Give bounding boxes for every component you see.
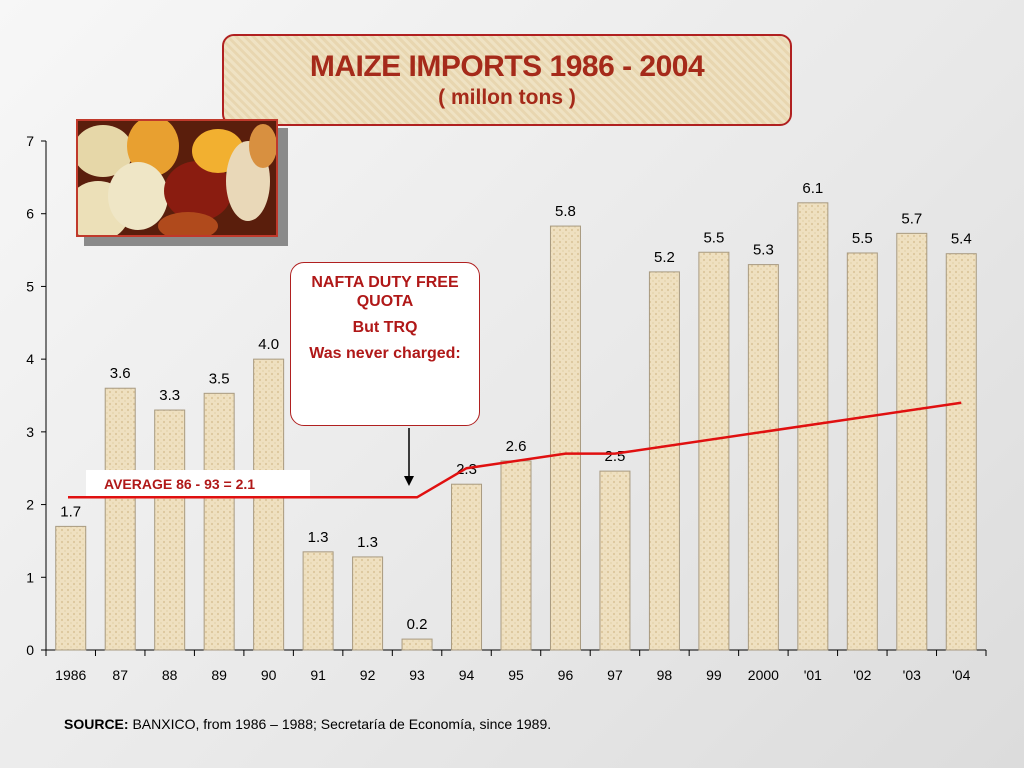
arrow-head [404,476,414,486]
x-tick-label: 99 [706,667,722,683]
x-tick-label: 92 [360,667,376,683]
bar-value-label: 1.7 [60,503,81,520]
x-tick-label: 94 [459,667,475,683]
average-label: AVERAGE 86 - 93 = 2.1 [104,476,255,492]
average-label-group: AVERAGE 86 - 93 = 2.1 [86,470,310,496]
x-tick-label: '02 [853,667,871,683]
y-tick-label: 5 [26,278,34,294]
data-labels: 1.7 3.6 3.3 3.5 4.0 1.3 1.3 0.2 2.3 2.6 5.8 2.5 5.2 5… [60,180,971,633]
x-tick-label: '03 [903,667,921,683]
bars [55,202,977,651]
y-tick-label: 3 [26,424,34,440]
source-note: SOURCE: BANXICO, from 1986 – 1988; Secre… [64,716,551,732]
bar [896,232,928,651]
bar-value-label: 3.3 [159,387,180,404]
bar [698,251,730,651]
bar-value-label: 2.6 [506,438,527,455]
bar-value-label: 4.0 [258,336,279,353]
maize-photo [76,119,278,237]
x-tick-label: 87 [112,667,128,683]
bar-value-label: 5.7 [901,210,922,227]
source-text: BANXICO, from 1986 – 1988; Secretaría de… [132,716,552,732]
y-tick-label: 4 [26,351,34,367]
bar-value-label: 1.3 [357,534,378,551]
x-axis: 1986 87 88 89 90 91 92 93 94 95 96 97 98 99 2000 '01 '02… [45,649,987,683]
bar [648,271,680,651]
x-tick-label: 97 [607,667,623,683]
y-axis: 0 1 2 3 4 5 6 7 [26,133,47,658]
annotation-line-2: But TRQ [352,319,418,336]
bar [549,225,581,651]
bar [55,525,87,651]
bar-value-label: 5.3 [753,242,774,259]
x-tick-label: 91 [310,667,326,683]
annotation-line-3: Was never charged: [309,345,461,362]
x-tick-label: 93 [409,667,425,683]
x-tick-label: 2000 [748,667,779,683]
annotation-arrow [404,428,414,486]
x-tick-label: 95 [508,667,524,683]
bar [203,392,235,651]
x-tick-label: 89 [211,667,227,683]
x-tick-label: '01 [804,667,822,683]
bar-value-label: 5.5 [703,229,724,246]
bar-value-label: 5.2 [654,249,675,266]
x-tick-label: 88 [162,667,178,683]
bar [302,551,334,651]
bar-value-label: 3.6 [110,365,131,382]
y-tick-label: 2 [26,497,34,513]
x-tick-label: 1986 [55,667,86,683]
y-tick-label: 7 [26,133,34,149]
bar-value-label: 6.1 [802,180,823,197]
bar-value-label: 2.3 [456,461,477,478]
bar [846,252,878,651]
bar-value-label: 0.2 [407,616,428,633]
y-tick-label: 0 [26,642,34,658]
nafta-annotation: NAFTA DUTY FREE QUOTA But TRQ Was never … [290,262,480,426]
bar-value-label: 3.5 [209,370,230,387]
source-prefix: SOURCE: [64,716,129,732]
bar [945,253,977,651]
average-trend-line [68,401,962,499]
bar [253,358,285,651]
x-tick-label: 90 [261,667,277,683]
chart-title-box: MAIZE IMPORTS 1986 - 2004 ( millon tons … [222,34,792,126]
chart-subtitle: ( millon tons ) [438,86,576,109]
bar [104,387,136,651]
bar [500,460,532,651]
bar [451,483,483,651]
average-line [68,401,962,499]
bar [352,556,384,651]
chart-title: MAIZE IMPORTS 1986 - 2004 [309,50,705,83]
x-tick-label: 96 [558,667,574,683]
bar-value-label: 5.4 [951,231,972,248]
bar [747,264,779,651]
bar [401,638,433,651]
bar-value-label: 5.8 [555,203,576,220]
bar-value-label: 2.5 [605,448,626,465]
y-tick-label: 6 [26,206,34,222]
x-tick-label: '04 [952,667,970,683]
bar [154,409,186,651]
bar-value-label: 1.3 [308,529,329,546]
x-tick-label: 98 [657,667,673,683]
average-label-background [86,470,310,496]
annotation-line-1: NAFTA DUTY FREE QUOTA [311,274,459,310]
bar-value-label: 5.5 [852,230,873,247]
maize-illustration [78,121,276,235]
y-tick-label: 1 [26,569,34,585]
bar [599,470,631,651]
